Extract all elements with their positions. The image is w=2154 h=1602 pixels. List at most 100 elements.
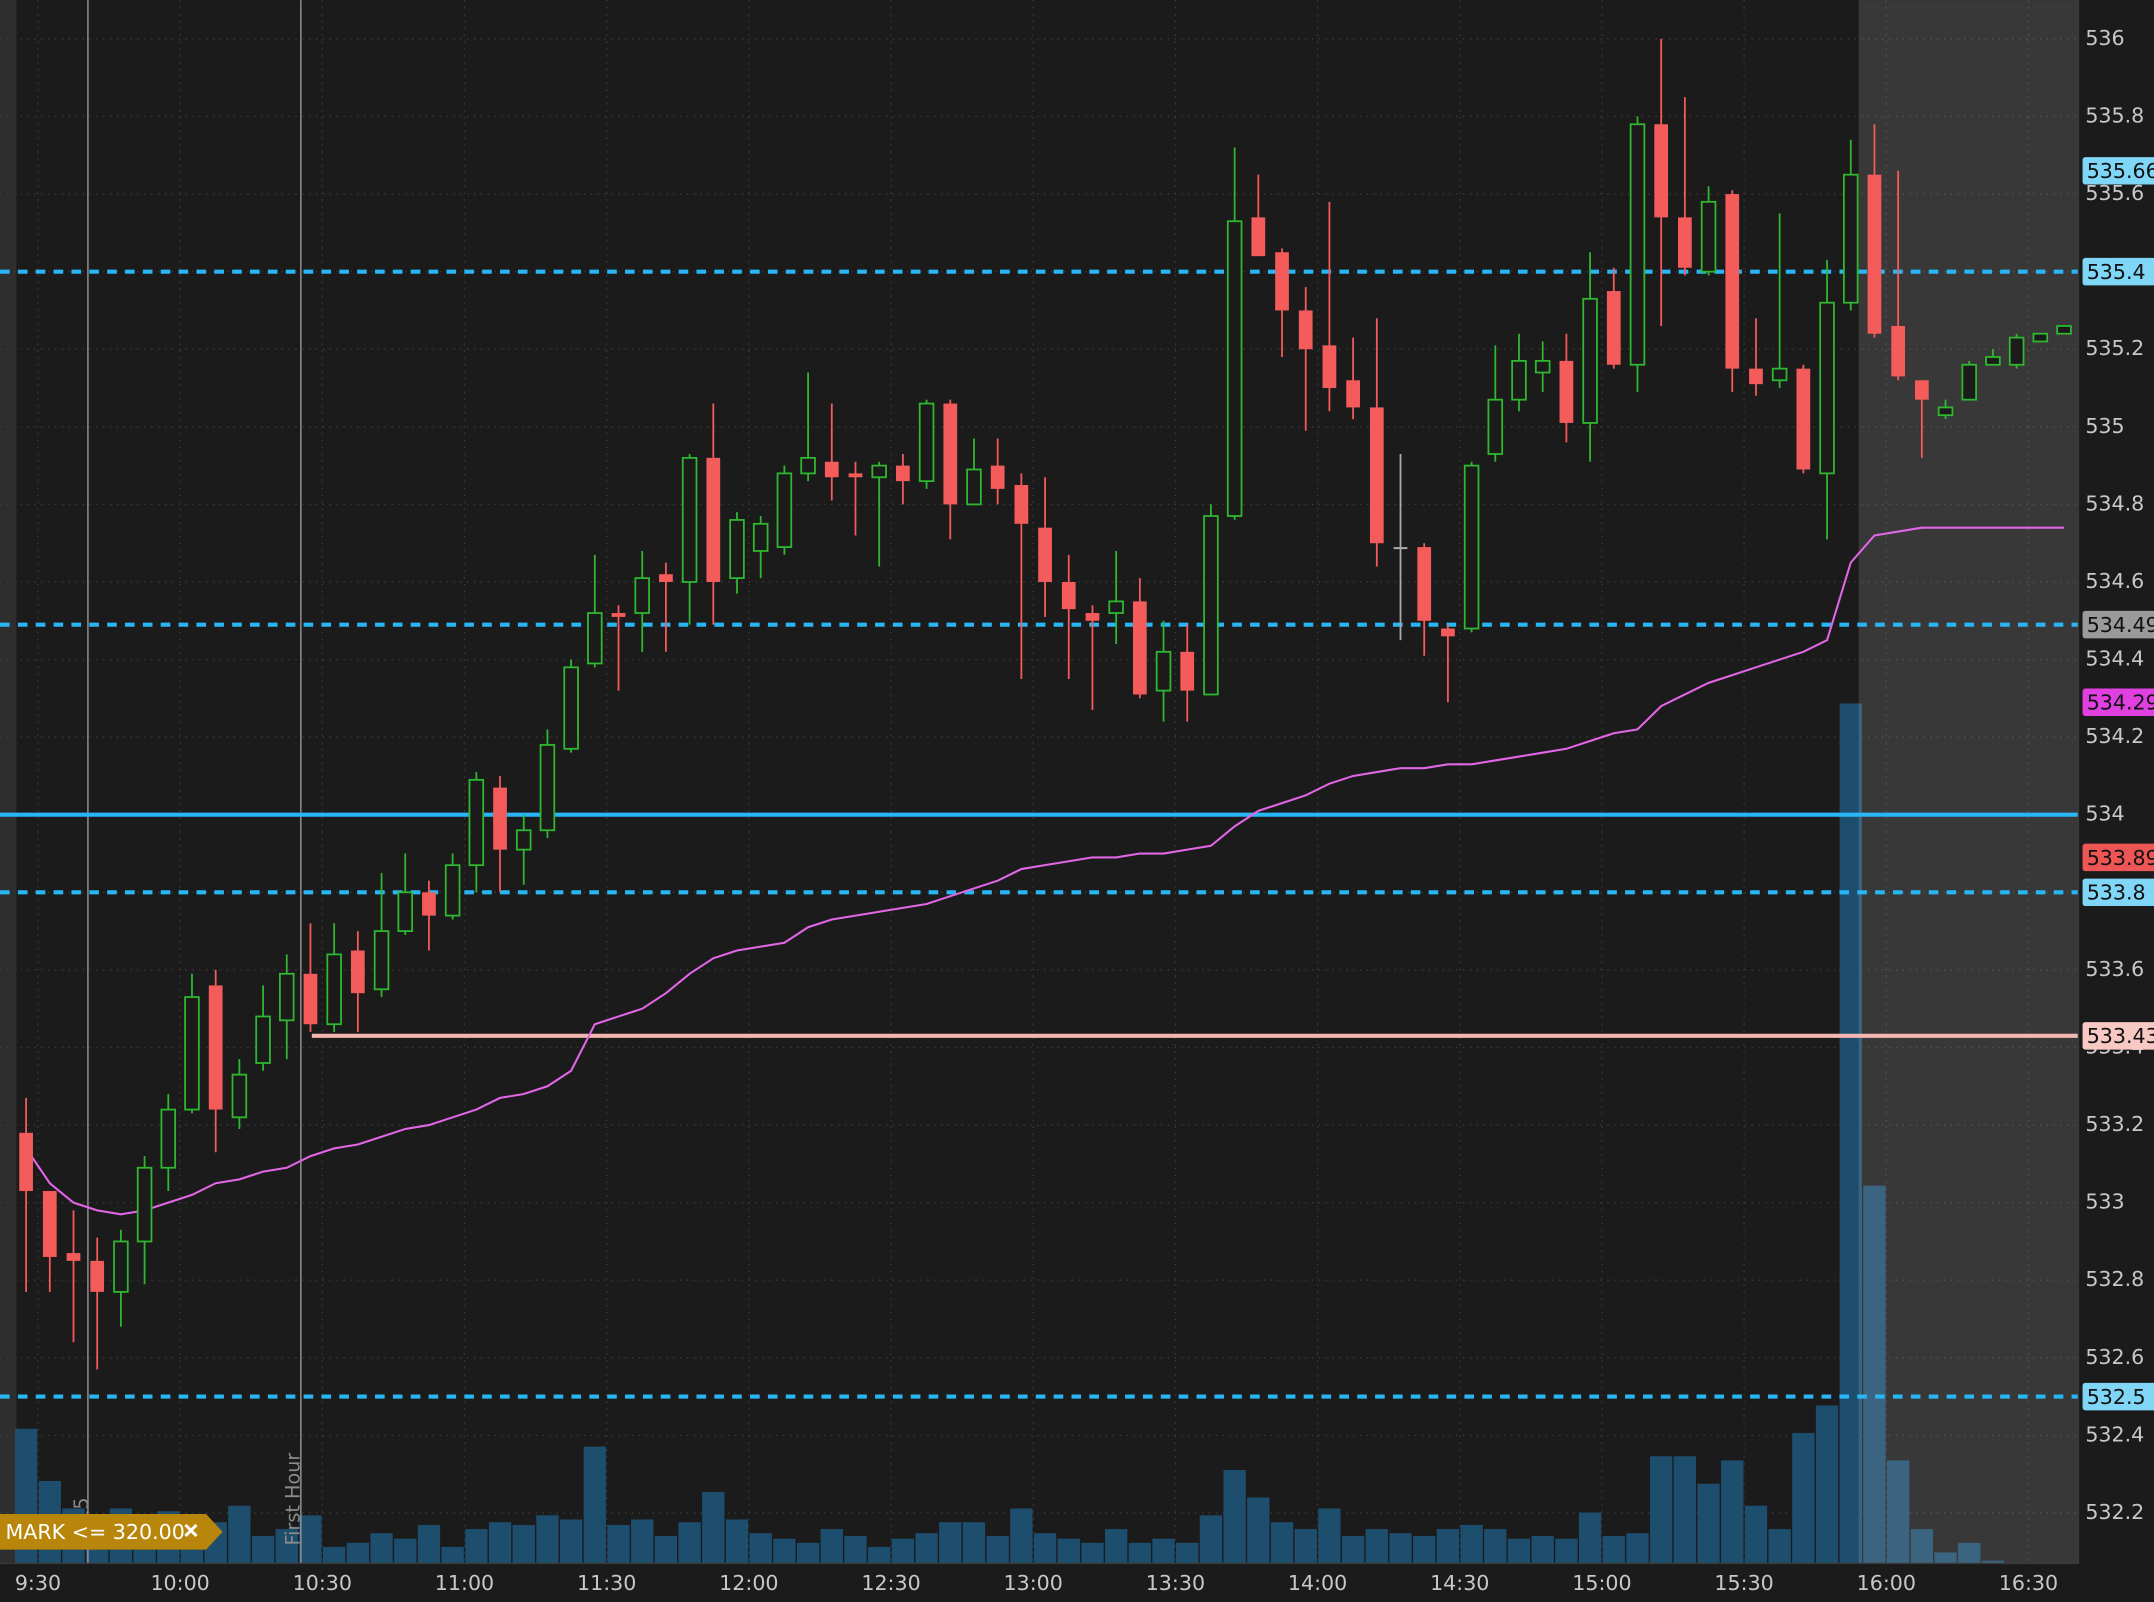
volume-bar <box>796 1542 820 1564</box>
close-icon[interactable] <box>184 1523 198 1538</box>
price-tag <box>2082 688 2154 716</box>
volume-bar <box>1365 1529 1388 1564</box>
candle-body <box>1085 613 1100 621</box>
alert-close[interactable] <box>184 1523 198 1538</box>
candle-body <box>468 778 485 867</box>
candle-body <box>1369 407 1384 544</box>
volume-bar <box>678 1522 701 1564</box>
volume-bar <box>1602 1535 1625 1564</box>
candle-body <box>1393 547 1408 550</box>
x-tick-label: 12:30 <box>861 1571 920 1595</box>
candle-body <box>563 666 579 750</box>
volume-bar <box>512 1524 535 1564</box>
y-tick-label: 535 <box>2085 414 2124 438</box>
volume-bar <box>1128 1542 1152 1564</box>
volume-bar <box>1910 1529 1934 1564</box>
candle-body <box>1441 628 1455 637</box>
candle-body <box>42 1191 57 1257</box>
volume-bar <box>844 1535 867 1564</box>
y-tick-label: 534.8 <box>2085 491 2144 515</box>
candle-body <box>824 461 839 478</box>
volume-bar <box>1768 1529 1791 1564</box>
candle-body <box>444 864 461 917</box>
candle-body <box>1606 291 1621 365</box>
volume-bar <box>1863 1185 1886 1564</box>
vwap-line <box>25 526 2065 1216</box>
price-tag-label: 534.29 <box>2087 691 2154 715</box>
price-tag-label: 535.66 <box>2087 159 2154 183</box>
volume-bar <box>1294 1529 1317 1564</box>
volume-bar <box>488 1522 512 1564</box>
candle-body <box>990 465 1005 489</box>
candle-body <box>2056 325 2072 335</box>
x-tick-label: 16:00 <box>1857 1571 1916 1595</box>
candle-body <box>1014 485 1029 524</box>
candle-body <box>1891 325 1906 377</box>
candle-body <box>1061 581 1076 610</box>
volume-bar <box>1886 1460 1910 1564</box>
candle-body <box>1346 380 1360 408</box>
alert-badge[interactable]: MARK <= 320.00 <box>0 1513 223 1550</box>
candle-body <box>1180 651 1195 691</box>
candle-body <box>113 1240 129 1293</box>
price-tag <box>2082 157 2154 185</box>
candle-body <box>1725 194 1740 369</box>
candle-body <box>1629 123 1646 366</box>
price-lines <box>0 269 2079 1399</box>
candle-body <box>184 996 200 1111</box>
volume-bar <box>536 1515 559 1564</box>
candle-body <box>1937 406 1954 417</box>
volume-bar <box>915 1533 938 1564</box>
volume-bar <box>1697 1483 1720 1564</box>
candle-body <box>1771 367 1788 382</box>
volume-bar <box>1436 1529 1460 1564</box>
candle-body <box>659 574 673 582</box>
volume-bar <box>654 1535 678 1564</box>
premarket-shade <box>0 0 17 1564</box>
candle-body <box>373 930 390 991</box>
volume-bar <box>1958 1542 1981 1564</box>
y-tick-label: 533.2 <box>2085 1112 2144 1136</box>
volume-bar <box>1484 1529 1507 1564</box>
volume-bar <box>773 1538 796 1564</box>
y-tick-label: 534.2 <box>2085 724 2144 748</box>
price-tag <box>2082 1022 2154 1050</box>
price-tag-label: 533.8 <box>2087 881 2146 905</box>
candle-body <box>1914 380 1929 400</box>
candle-body <box>1819 301 1835 475</box>
x-tick-label: 12:00 <box>719 1571 778 1595</box>
volume-bar <box>1081 1542 1104 1564</box>
volume-bar <box>228 1505 251 1564</box>
volume-bar <box>299 1515 322 1564</box>
x-tick-label: 10:00 <box>150 1571 209 1595</box>
volume-bar <box>749 1533 772 1564</box>
candle-body <box>231 1073 248 1119</box>
volume-bar <box>1413 1535 1436 1564</box>
x-tick-label: 13:30 <box>1146 1571 1205 1595</box>
price-tags: 535.66 535.4 534.49 534.29 533.89 533.8 533.43… <box>2082 157 2154 1411</box>
y-tick-label: 534.4 <box>2085 647 2144 671</box>
candle-body <box>1796 368 1811 470</box>
volume-bar <box>1673 1456 1697 1564</box>
x-tick-label: 15:00 <box>1572 1571 1631 1595</box>
candle-body <box>800 456 816 475</box>
y-tick-label: 534.6 <box>2085 569 2144 593</box>
volume-bar <box>346 1542 370 1564</box>
volume-bar <box>417 1524 441 1564</box>
volume-bar <box>868 1546 891 1564</box>
candle-body <box>1842 173 1859 304</box>
candle-body <box>1275 252 1289 311</box>
candle-body <box>1298 310 1313 350</box>
volume-bar <box>1270 1522 1294 1564</box>
alert-text: MARK <= 320.00 <box>5 1520 184 1544</box>
candle-body <box>1985 356 2001 366</box>
candle-body <box>279 972 295 1022</box>
volume-bar <box>1626 1533 1649 1564</box>
candle-body <box>587 612 603 665</box>
y-tick-label: 535.2 <box>2085 336 2144 360</box>
volume-bar <box>1318 1508 1341 1564</box>
candle-body <box>1559 360 1574 423</box>
y-tick-label: 536 <box>2085 26 2124 50</box>
candle-body <box>160 1108 177 1169</box>
candle-body <box>752 522 769 552</box>
